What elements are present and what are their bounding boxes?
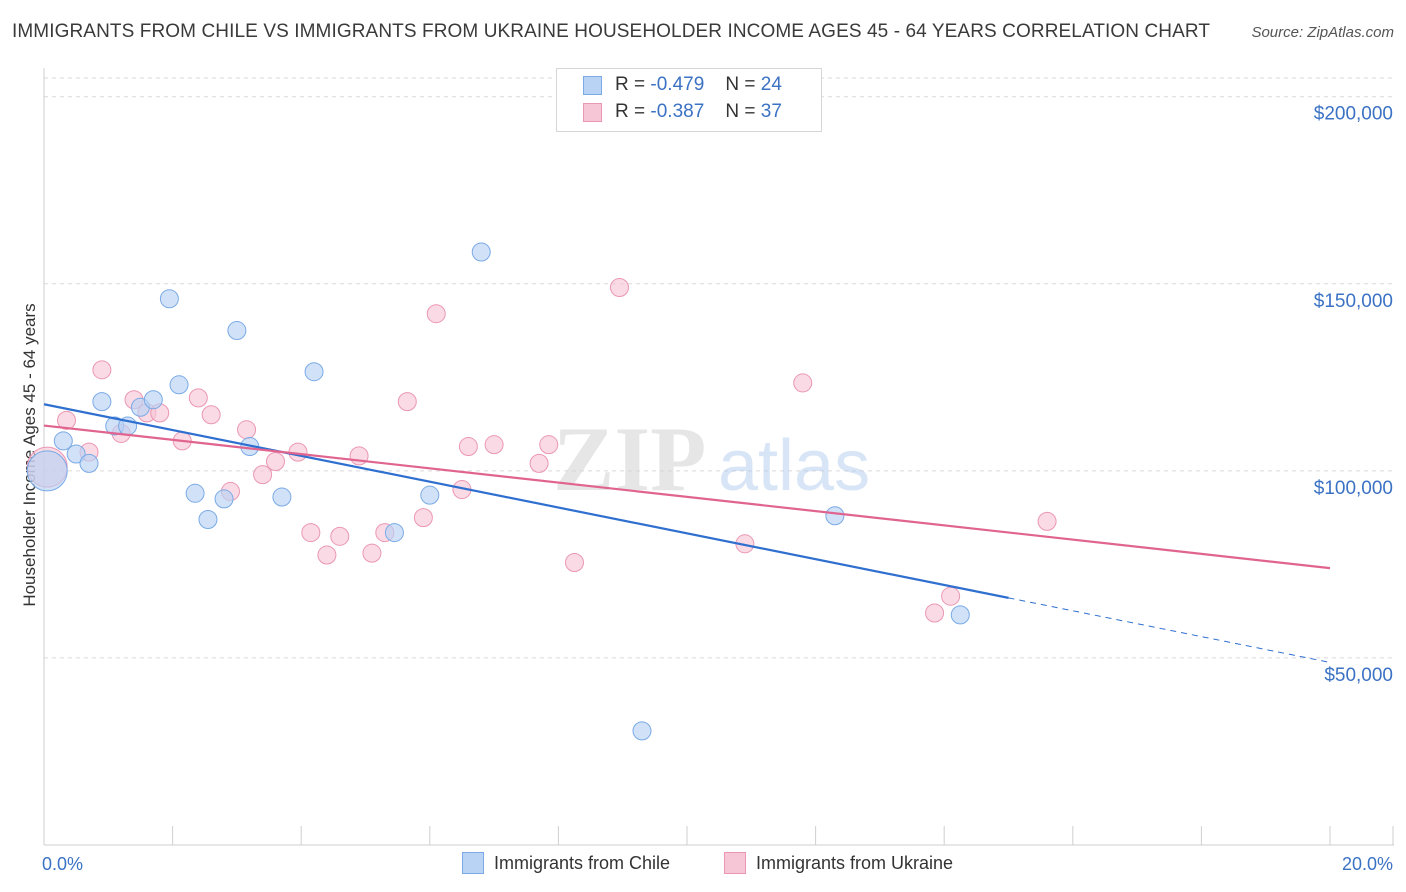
ukraine-point-28 [529,453,549,473]
chile-point-10 [169,375,189,395]
grid-lines [44,77,1394,659]
y-tick-label-0: $50,000 [1324,665,1393,686]
chile-point-11 [185,483,205,503]
ukraine-point-36 [1037,511,1057,531]
ukraine-point-10 [201,405,221,425]
chile-point-17 [304,362,324,382]
bottom-legend-label-chile: Immigrants from Chile [494,852,671,873]
chile-point-21 [632,721,652,741]
chile-point-13 [214,489,234,509]
ukraine-point-22 [397,392,417,412]
legend-text-chile: R = -0.479 N = 24 [615,74,782,96]
legend-r-label: R = [615,74,646,95]
ukraine-point-34 [941,586,961,606]
legend-n-value-chile: 24 [760,74,782,95]
legend-r-label: R = [615,101,646,122]
legend-swatch-ukraine [583,103,602,122]
axes [43,68,1394,846]
legend-n-label: N = [725,101,756,122]
ukraine-point-26 [458,437,478,457]
ukraine-point-30 [564,553,584,573]
legend-r-value-ukraine: -0.387 [650,101,705,122]
chile-point-23 [950,605,970,625]
bottom-legend-ukraine: Immigrants from Ukraine [724,852,954,875]
chile-point-16 [272,487,292,507]
ukraine-point-13 [253,465,273,485]
x-tick-label-start: 0.0% [42,854,83,874]
ukraine-point-16 [301,523,321,543]
chile-point-3 [79,453,99,473]
chile-point-4 [92,392,112,412]
chart-title: IMMIGRANTS FROM CHILE VS IMMIGRANTS FROM… [12,21,1211,42]
watermark: ZIP atlas [553,408,870,510]
series-chile-points [26,242,970,741]
chile-point-0 [26,450,68,492]
y-tick-label-2: $150,000 [1314,291,1393,312]
trend-line-ukraine [43,424,1331,570]
chile-point-12 [198,509,218,529]
ukraine-point-9 [188,388,208,408]
y-tick-label-3: $200,000 [1314,104,1393,125]
watermark-atlas: atlas [718,426,870,506]
legend-r-value-chile: -0.479 [650,74,705,95]
source-credit: Source: ZipAtlas.com [1251,24,1394,41]
ukraine-point-29 [539,435,559,455]
chile-point-22 [825,506,845,526]
chile-point-20 [471,242,491,262]
watermark-zip: ZIP [553,408,706,510]
chile-point-18 [384,523,404,543]
chile-point-1 [53,431,73,451]
trend-line-chile-extension [1008,597,1331,663]
ukraine-point-35 [925,603,945,623]
ukraine-point-20 [362,543,382,563]
legend-n-label: N = [725,74,756,95]
ukraine-point-17 [317,545,337,565]
bottom-legend-swatch-ukraine [724,852,746,875]
ukraine-point-23 [413,508,433,528]
tick-labels: $50,000 $100,000 $150,000 $200,000 0.0% 20.0% [42,104,1393,874]
trend-lines [43,403,1331,663]
ukraine-point-18 [330,526,350,546]
ukraine-point-27 [484,435,504,455]
trend-line-chile [43,403,1009,599]
ukraine-point-14 [265,452,285,471]
ukraine-point-1 [57,410,77,430]
bottom-legend-chile: Immigrants from Chile [462,852,671,875]
legend-swatch-chile [583,76,602,95]
chile-point-14 [227,321,247,341]
chile-point-2 [66,444,86,464]
bottom-legend-swatch-chile [462,852,484,875]
ukraine-point-3 [92,360,112,380]
bottom-legend-label-ukraine: Immigrants from Ukraine [756,852,954,873]
ukraine-point-24 [426,304,446,324]
legend-n-value-ukraine: 37 [760,101,782,122]
chile-point-9 [159,289,179,309]
ukraine-point-12 [237,420,257,440]
y-tick-label-1: $100,000 [1314,478,1393,499]
correlation-legend: R = -0.479 N = 24 R = -0.387 N = 37 [556,68,822,132]
series-ukraine-points [26,278,1057,623]
chile-point-19 [420,485,440,505]
chile-point-8 [143,390,163,410]
legend-text-ukraine: R = -0.387 N = 37 [615,101,782,123]
ukraine-point-33 [793,373,813,393]
x-tick-label-end: 20.0% [1342,854,1393,874]
ukraine-point-31 [609,278,629,298]
